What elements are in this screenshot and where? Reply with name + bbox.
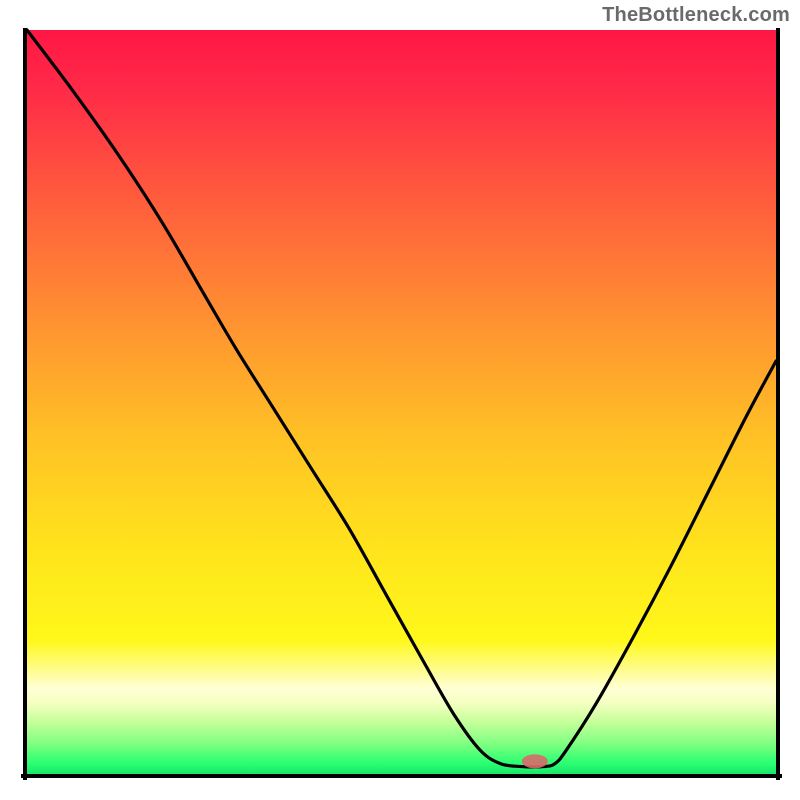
chart-root: { "watermark": { "text": "TheBottleneck.… bbox=[0, 0, 800, 800]
gradient-background bbox=[27, 30, 776, 774]
bottleneck-chart bbox=[0, 0, 800, 800]
optimal-marker bbox=[522, 754, 548, 768]
